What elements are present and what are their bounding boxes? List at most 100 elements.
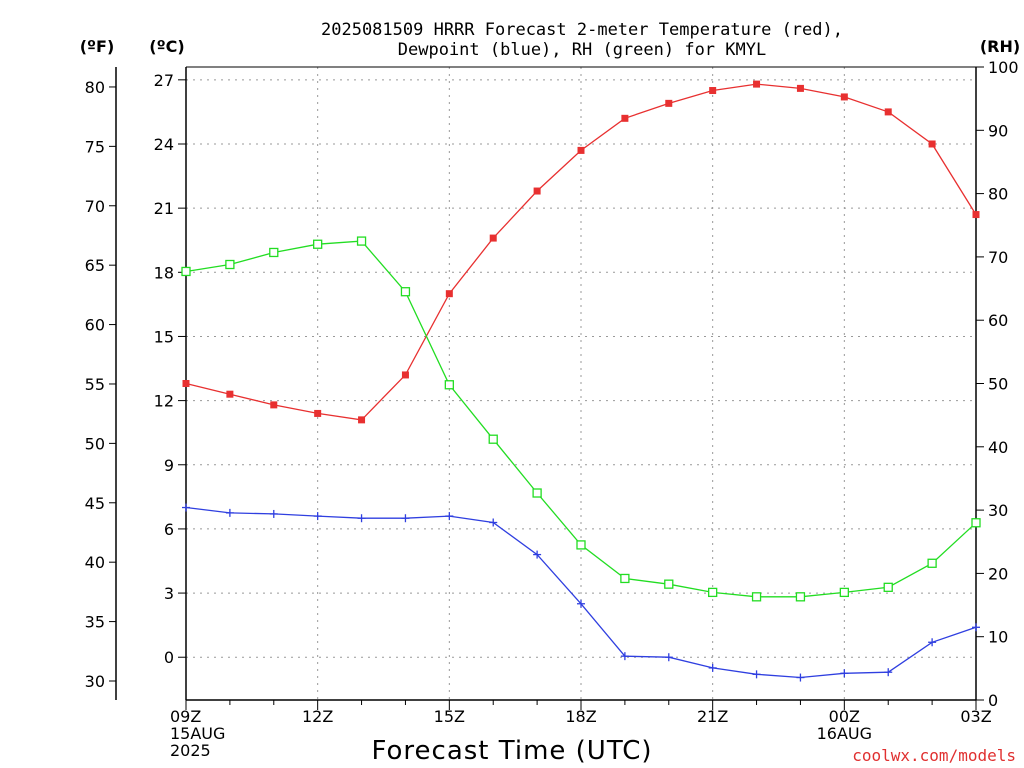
- x-tick-label: 16AUG: [817, 724, 872, 743]
- rh-point: [927, 558, 937, 568]
- rh-point: [751, 592, 762, 602]
- rh-point: [795, 592, 806, 602]
- temperature-point: [489, 234, 497, 242]
- rh-tick-label: 50: [988, 375, 1008, 394]
- x-tick-label: 03Z: [960, 707, 991, 726]
- celsius-tick-label: 3: [164, 584, 174, 603]
- celsius-tick-label: 9: [164, 456, 174, 475]
- x-tick-label: 2025: [170, 741, 211, 760]
- dewpoint-point: [225, 508, 234, 517]
- rh-point: [839, 587, 849, 598]
- rh-tick-label: 80: [988, 185, 1008, 204]
- dewpoint-point: [445, 512, 454, 521]
- rh-point: [313, 239, 323, 249]
- rh-point: [356, 236, 367, 246]
- celsius-tick-label: 12: [154, 392, 174, 411]
- rh-point: [576, 540, 586, 550]
- rh-unit-label: (RH): [980, 37, 1020, 56]
- axes: [109, 66, 984, 710]
- celsius-tick-label: 24: [154, 135, 174, 154]
- fahrenheit-unit-label: (ºF): [80, 37, 115, 56]
- x-tick-label: 15Z: [434, 707, 465, 726]
- rh-tick-label: 70: [988, 248, 1008, 267]
- fahrenheit-tick-label: 70: [85, 197, 105, 216]
- temperature-point: [621, 114, 629, 122]
- rh-tick-label: 90: [988, 121, 1008, 140]
- rh-tick-label: 0: [988, 691, 998, 710]
- celsius-tick-label: 18: [154, 263, 174, 282]
- dewpoint-point: [972, 623, 980, 632]
- rh-point: [708, 587, 718, 598]
- rh-tick-label: 20: [988, 564, 1008, 583]
- dewpoint-point: [269, 509, 278, 518]
- dewpoint-point: [796, 673, 805, 682]
- rh-point: [620, 573, 630, 584]
- temperature-point: [840, 93, 848, 101]
- temperature-point: [533, 187, 541, 195]
- x-axis-label: Forecast Time (UTC): [371, 736, 652, 766]
- fahrenheit-tick-label: 30: [85, 672, 105, 691]
- temperature-point: [753, 80, 761, 88]
- fahrenheit-tick-label: 50: [85, 434, 105, 453]
- celsius-tick-label: 15: [154, 327, 174, 346]
- dewpoint-point: [357, 514, 366, 523]
- fahrenheit-tick-label: 80: [85, 78, 105, 97]
- fahrenheit-tick-label: 40: [85, 553, 105, 572]
- fahrenheit-tick-label: 65: [85, 256, 105, 275]
- celsius-tick-label: 27: [154, 71, 174, 90]
- rh-point: [883, 582, 893, 592]
- temperature-point: [928, 140, 936, 148]
- dewpoint-point: [884, 668, 893, 677]
- dewpoint-point: [752, 670, 761, 679]
- temperature-point: [358, 416, 366, 424]
- series: [181, 80, 981, 682]
- rh-tick-label: 30: [988, 501, 1008, 520]
- rh-point: [664, 579, 674, 589]
- rh-tick-label: 60: [988, 311, 1008, 330]
- temperature-point: [884, 108, 892, 116]
- fahrenheit-tick-label: 75: [85, 137, 105, 156]
- rh-point: [444, 380, 454, 390]
- rh-tick-label: 40: [988, 438, 1008, 457]
- x-tick-label: 09Z: [170, 707, 201, 726]
- rh-point: [532, 488, 542, 498]
- temperature-point: [577, 146, 585, 154]
- temperature-point: [972, 211, 980, 219]
- temperature-point: [445, 290, 453, 298]
- x-tick-label: 15AUG: [170, 724, 225, 743]
- fahrenheit-tick-label: 55: [85, 375, 105, 394]
- temperature-point: [796, 84, 804, 92]
- rh-point: [488, 434, 498, 444]
- rh-tick-label: 100: [988, 58, 1019, 77]
- chart-title-line2: Dewpoint (blue), RH (green) for KMYL: [398, 40, 766, 60]
- x-tick-label: 18Z: [565, 707, 596, 726]
- dewpoint-point: [182, 503, 190, 512]
- temperature-point: [270, 401, 278, 409]
- rh-point: [181, 266, 191, 277]
- temperature-point: [709, 87, 717, 95]
- dewpoint-point: [928, 638, 937, 647]
- tick-labels: 0 3 6 9 12 15 18 21 24 27 30 35 40 45 50 55 60 65 70 75 80 0 1…: [85, 58, 1019, 760]
- fahrenheit-tick-label: 35: [85, 613, 105, 632]
- celsius-tick-label: 6: [164, 520, 174, 539]
- dewpoint-point: [489, 518, 498, 527]
- fahrenheit-tick-label: 60: [85, 316, 105, 335]
- rh-tick-label: 10: [988, 628, 1008, 647]
- x-tick-label: 12Z: [302, 707, 333, 726]
- chart-title-line1: 2025081509 HRRR Forecast 2-meter Tempera…: [321, 20, 843, 40]
- x-tick-label: 00Z: [829, 707, 860, 726]
- dewpoint-point: [664, 653, 673, 662]
- temperature-point: [314, 409, 322, 417]
- dewpoint-point: [533, 550, 542, 559]
- rh-point: [400, 287, 411, 297]
- dewpoint-point: [313, 512, 322, 521]
- rh-point: [225, 259, 235, 270]
- rh-point: [269, 247, 279, 258]
- celsius-tick-label: 21: [154, 199, 174, 218]
- credit-text: coolwx.com/models: [852, 746, 1016, 765]
- x-tick-label: 21Z: [697, 707, 728, 726]
- temperature-point: [182, 380, 190, 387]
- dewpoint-point: [401, 514, 410, 523]
- temperature-point: [665, 99, 673, 107]
